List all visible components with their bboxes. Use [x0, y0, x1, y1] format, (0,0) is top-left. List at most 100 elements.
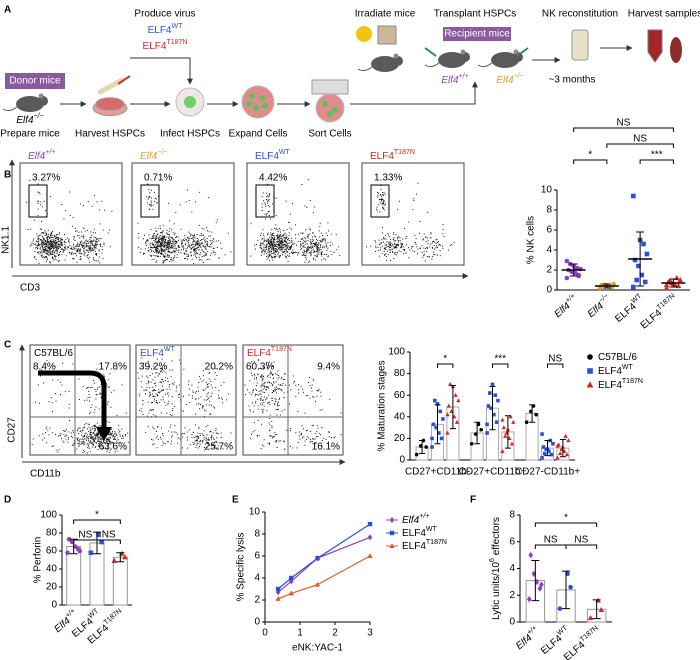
event-dot [287, 251, 289, 252]
data-point [96, 532, 101, 538]
event-dot [52, 243, 54, 245]
event-dot [32, 243, 34, 245]
event-dot [81, 244, 83, 246]
event-dot [54, 254, 55, 256]
event-dot [92, 442, 94, 444]
event-dot [155, 261, 157, 263]
event-dot [151, 409, 153, 411]
event-dot [289, 247, 291, 249]
event-dot [285, 255, 286, 257]
event-dot [160, 370, 162, 372]
event-dot [309, 397, 311, 399]
event-dot [171, 243, 173, 244]
event-dot [125, 412, 127, 414]
event-dot [62, 251, 64, 253]
event-dot [250, 223, 252, 225]
event-dot [202, 389, 204, 391]
event-dot [273, 246, 274, 248]
event-dot [187, 237, 189, 239]
event-dot [254, 374, 255, 375]
event-dot [155, 255, 157, 257]
event-dot [152, 373, 154, 375]
event-dot [151, 246, 152, 248]
event-dot [158, 372, 160, 374]
event-dot [168, 244, 170, 246]
event-dot [174, 234, 175, 235]
event-dot [297, 254, 299, 256]
event-dot [316, 245, 318, 247]
event-dot [158, 391, 160, 393]
event-dot [121, 384, 123, 386]
event-dot [35, 258, 37, 260]
event-dot [214, 378, 216, 380]
event-dot [73, 258, 75, 260]
event-dot [435, 239, 437, 241]
event-dot [92, 444, 94, 446]
event-dot [262, 367, 264, 369]
event-dot [146, 245, 147, 247]
event-dot [251, 393, 253, 395]
axis-label: CD3 [20, 283, 40, 294]
event-dot [333, 252, 335, 253]
flow-plot-title-sup: T187N [394, 149, 415, 156]
event-dot [87, 397, 89, 398]
event-dot [185, 257, 187, 259]
event-dot [43, 249, 45, 250]
event-dot [261, 203, 263, 205]
event-dot [406, 236, 408, 238]
event-dot [64, 391, 66, 393]
event-dot [45, 428, 47, 430]
event-dot [423, 251, 425, 253]
error-bar [602, 283, 611, 289]
event-dot [268, 254, 270, 256]
event-dot [256, 382, 258, 384]
mouse-ear [513, 49, 519, 55]
event-dot [94, 425, 95, 427]
event-dot [199, 234, 201, 236]
event-dot [413, 200, 415, 201]
event-dot [59, 244, 60, 246]
event-dot [208, 246, 210, 247]
event-dot [317, 251, 319, 253]
event-dot [289, 227, 291, 229]
event-dot [167, 349, 169, 351]
event-dot [166, 242, 168, 244]
event-dot [181, 433, 183, 435]
event-dot [260, 245, 262, 247]
event-dot [59, 242, 61, 243]
event-dot [35, 240, 37, 242]
event-dot [170, 243, 172, 244]
event-dot [309, 233, 311, 235]
event-dot [301, 254, 303, 256]
event-dot [432, 247, 434, 249]
event-dot [161, 233, 163, 235]
flow-plot-title: ELF4T187N [370, 149, 415, 161]
event-dot [80, 256, 82, 258]
event-dot [271, 427, 273, 428]
event-dot [271, 237, 273, 238]
event-dot [400, 247, 402, 249]
event-dot [162, 396, 164, 398]
event-dot [307, 234, 309, 235]
event-dot [270, 234, 272, 236]
event-dot [152, 386, 154, 388]
event-dot [41, 206, 43, 208]
event-dot [276, 241, 278, 243]
event-dot [289, 253, 290, 255]
event-dot [303, 428, 304, 430]
event-dot [211, 405, 213, 407]
event-dot [67, 237, 69, 239]
event-dot [157, 240, 159, 242]
event-dot [198, 438, 199, 439]
event-dot [437, 241, 439, 243]
y-axis-label: % NK cells [526, 216, 537, 264]
event-dot [46, 259, 48, 261]
event-dot [76, 261, 78, 263]
event-dot [149, 394, 151, 395]
event-dot [145, 389, 147, 391]
event-dot [272, 240, 274, 242]
significance-bracket [606, 143, 674, 148]
data-point [540, 456, 544, 460]
event-dot [263, 439, 265, 441]
event-dot [286, 251, 288, 253]
